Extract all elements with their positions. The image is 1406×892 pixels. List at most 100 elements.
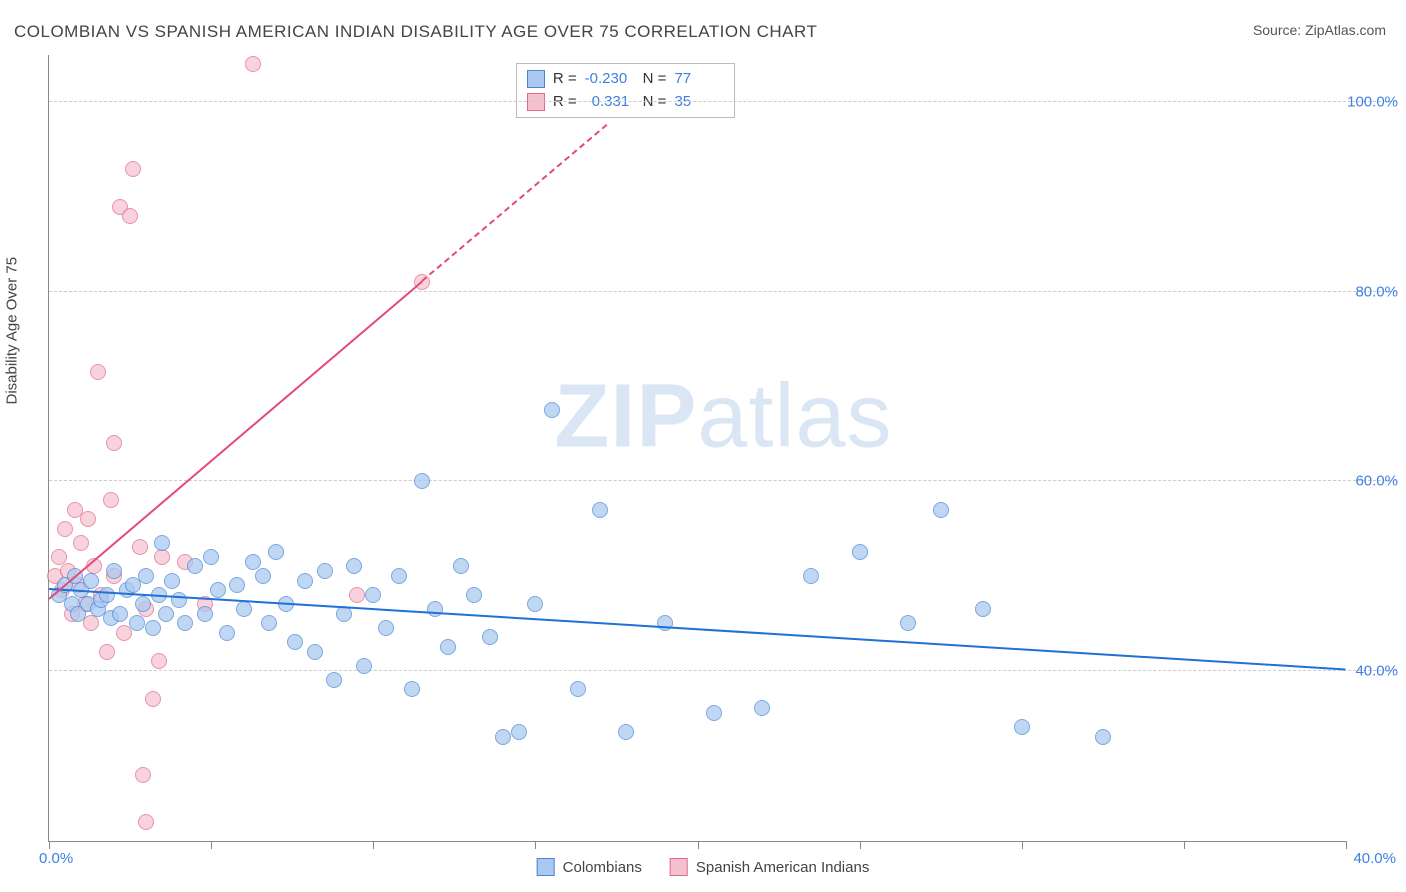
scatter-point-series1 — [210, 582, 226, 598]
r-label: R = — [553, 68, 577, 91]
scatter-point-series1 — [527, 596, 543, 612]
scatter-point-series1 — [138, 568, 154, 584]
scatter-point-series1 — [466, 587, 482, 603]
scatter-point-series1 — [453, 558, 469, 574]
x-label-left: 0.0% — [39, 850, 73, 867]
scatter-point-series2 — [125, 161, 141, 177]
scatter-point-series2 — [122, 208, 138, 224]
scatter-point-series1 — [404, 681, 420, 697]
scatter-point-series1 — [255, 568, 271, 584]
scatter-point-series1 — [135, 596, 151, 612]
scatter-point-series1 — [346, 558, 362, 574]
x-tick — [1346, 841, 1347, 849]
scatter-point-series1 — [129, 615, 145, 631]
scatter-point-series1 — [482, 629, 498, 645]
scatter-point-series1 — [975, 601, 991, 617]
scatter-point-series1 — [317, 563, 333, 579]
source-label: Source: — [1253, 22, 1305, 38]
stats-row-series1: R = -0.230 N = 77 — [527, 68, 725, 91]
scatter-point-series1 — [261, 615, 277, 631]
scatter-point-series1 — [154, 535, 170, 551]
scatter-point-series1 — [356, 658, 372, 674]
x-tick — [535, 841, 536, 849]
gridline — [49, 670, 1396, 671]
gridline — [49, 101, 1396, 102]
scatter-point-series1 — [287, 634, 303, 650]
scatter-point-series1 — [219, 625, 235, 641]
y-tick-label: 100.0% — [1347, 94, 1398, 111]
x-tick — [373, 841, 374, 849]
scatter-point-series1 — [112, 606, 128, 622]
scatter-point-series1 — [229, 577, 245, 593]
scatter-point-series1 — [592, 502, 608, 518]
legend-label-series1: Colombians — [563, 859, 642, 876]
scatter-point-series1 — [106, 563, 122, 579]
scatter-point-series1 — [852, 544, 868, 560]
scatter-point-series2 — [132, 539, 148, 555]
scatter-point-series1 — [197, 606, 213, 622]
correlation-stats-box: R = -0.230 N = 77 R = 0.331 N = 35 — [516, 63, 736, 118]
series1-r-value: -0.230 — [585, 68, 635, 91]
scatter-point-series1 — [326, 672, 342, 688]
scatter-point-series1 — [297, 573, 313, 589]
scatter-point-series2 — [57, 521, 73, 537]
x-tick — [860, 841, 861, 849]
scatter-point-series2 — [154, 549, 170, 565]
scatter-point-series1 — [1095, 729, 1111, 745]
scatter-point-series2 — [138, 814, 154, 830]
scatter-point-series1 — [145, 620, 161, 636]
scatter-point-series2 — [90, 364, 106, 380]
scatter-point-series1 — [803, 568, 819, 584]
scatter-point-series1 — [618, 724, 634, 740]
y-tick-label: 60.0% — [1355, 473, 1398, 490]
swatch-series1 — [527, 70, 545, 88]
legend-label-series2: Spanish American Indians — [696, 859, 869, 876]
scatter-point-series1 — [378, 620, 394, 636]
scatter-point-series1 — [391, 568, 407, 584]
scatter-point-series1 — [171, 592, 187, 608]
source-attribution: Source: ZipAtlas.com — [1253, 22, 1386, 38]
scatter-point-series1 — [177, 615, 193, 631]
gridline — [49, 291, 1396, 292]
legend-item-series1: Colombians — [537, 858, 642, 876]
scatter-point-series2 — [245, 56, 261, 72]
scatter-point-series1 — [706, 705, 722, 721]
scatter-point-series1 — [570, 681, 586, 697]
trendline-series2 — [48, 281, 422, 600]
scatter-point-series2 — [106, 435, 122, 451]
chart-title: COLOMBIAN VS SPANISH AMERICAN INDIAN DIS… — [14, 22, 817, 42]
scatter-point-series1 — [1014, 719, 1030, 735]
n-label: N = — [643, 68, 667, 91]
scatter-point-series2 — [51, 549, 67, 565]
scatter-point-series1 — [236, 601, 252, 617]
y-axis-label: Disability Age Over 75 — [4, 257, 21, 405]
watermark: ZIPatlas — [554, 365, 892, 468]
scatter-point-series1 — [307, 644, 323, 660]
scatter-point-series2 — [80, 511, 96, 527]
scatter-point-series2 — [135, 767, 151, 783]
scatter-point-series2 — [151, 653, 167, 669]
watermark-bold: ZIP — [554, 366, 697, 466]
scatter-point-series1 — [657, 615, 673, 631]
scatter-point-series1 — [268, 544, 284, 560]
x-tick — [1184, 841, 1185, 849]
swatch-series2 — [670, 858, 688, 876]
scatter-point-series1 — [99, 587, 115, 603]
gridline — [49, 480, 1396, 481]
scatter-point-series1 — [495, 729, 511, 745]
scatter-point-series1 — [440, 639, 456, 655]
scatter-point-series1 — [158, 606, 174, 622]
y-tick-label: 80.0% — [1355, 283, 1398, 300]
trendline-series1 — [49, 588, 1346, 670]
source-link[interactable]: ZipAtlas.com — [1305, 22, 1386, 38]
x-tick — [49, 841, 50, 849]
scatter-point-series2 — [349, 587, 365, 603]
x-tick — [698, 841, 699, 849]
scatter-point-series1 — [414, 473, 430, 489]
scatter-point-series1 — [511, 724, 527, 740]
scatter-point-series2 — [103, 492, 119, 508]
trendline-series2-extrapolated — [421, 124, 607, 282]
watermark-rest: atlas — [697, 366, 892, 466]
scatter-point-series1 — [245, 554, 261, 570]
scatter-point-series1 — [203, 549, 219, 565]
